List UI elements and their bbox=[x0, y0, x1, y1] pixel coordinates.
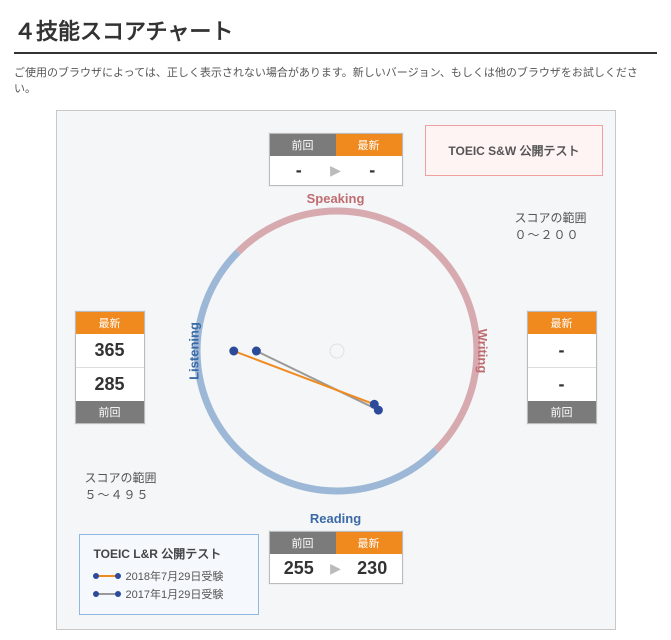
scorebox-header-latest: 最新 bbox=[336, 134, 402, 156]
arrow-icon: ▶ bbox=[328, 162, 343, 179]
score-range-sw: スコアの範囲 ０～２００ bbox=[514, 209, 586, 243]
chart-frame: Speaking Reading Listening Writing スコアの範… bbox=[56, 110, 616, 630]
legend-prev-text: 2017年1月29日受験 bbox=[126, 586, 224, 602]
scorebox-header-latest: 最新 bbox=[336, 532, 402, 554]
scorebox-reading: 前回 最新 255 ▶ 230 bbox=[269, 531, 403, 584]
axis-label-reading: Reading bbox=[310, 511, 361, 526]
scorebox-header-prev: 前回 bbox=[528, 401, 596, 423]
scorebox-listening: 最新 365 285 前回 bbox=[75, 311, 145, 424]
axis-label-listening: Listening bbox=[186, 322, 201, 380]
score-reading-latest: 230 bbox=[343, 554, 402, 583]
score-reading-prev: 255 bbox=[270, 554, 329, 583]
scorebox-header-prev: 前回 bbox=[270, 134, 336, 156]
legend-sw: TOEIC S&W 公開テスト bbox=[425, 125, 602, 176]
scorebox-header-latest: 最新 bbox=[76, 312, 144, 334]
score-writing-latest: - bbox=[528, 334, 596, 367]
score-writing-prev: - bbox=[528, 367, 596, 401]
legend-lr: TOEIC L&R 公開テスト 2018年7月29日受験 2017年1月29日受… bbox=[79, 534, 259, 615]
scorebox-header-prev: 前回 bbox=[270, 532, 336, 554]
axis-label-writing: Writing bbox=[475, 329, 490, 374]
browser-note: ご使用のブラウザによっては、正しく表示されない場合があります。新しいバージョン、… bbox=[14, 64, 657, 96]
scorebox-header-prev: 前回 bbox=[76, 401, 144, 423]
scorebox-writing: 最新 - - 前回 bbox=[527, 311, 597, 424]
score-listening-latest: 365 bbox=[76, 334, 144, 367]
legend-swatch-prev bbox=[94, 593, 120, 595]
score-speaking-prev: - bbox=[270, 156, 329, 185]
score-range-lr: スコアの範囲 ５～４９５ bbox=[85, 469, 157, 503]
axis-label-speaking: Speaking bbox=[307, 191, 365, 206]
score-speaking-latest: - bbox=[343, 156, 402, 185]
legend-swatch-latest bbox=[94, 575, 120, 577]
legend-latest-text: 2018年7月29日受験 bbox=[126, 568, 224, 584]
page-title: ４技能スコアチャート bbox=[14, 14, 657, 54]
scorebox-speaking: 前回 最新 - ▶ - bbox=[269, 133, 403, 186]
arrow-icon: ▶ bbox=[328, 560, 343, 577]
scorebox-header-latest: 最新 bbox=[528, 312, 596, 334]
legend-lr-title: TOEIC L&R 公開テスト bbox=[94, 545, 244, 562]
score-listening-prev: 285 bbox=[76, 367, 144, 401]
